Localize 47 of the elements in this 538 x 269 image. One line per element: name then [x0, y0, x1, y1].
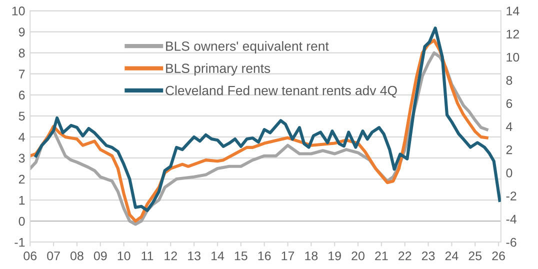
y-tick-label: -1: [14, 238, 25, 247]
x-tick-label: 16: [258, 251, 271, 260]
y2-tick-label: -4: [506, 214, 516, 224]
x-tick-label: 21: [375, 251, 388, 260]
y2-tick-label: -2: [506, 192, 516, 200]
y-tick-label: 7: [18, 70, 25, 78]
y2-tick-label: 12: [506, 30, 520, 38]
x-tick-label: 17: [282, 252, 294, 260]
x-tick-label: 25: [468, 251, 482, 260]
x-tick-label: 15: [234, 252, 248, 260]
x-tick-label: 22: [398, 251, 412, 260]
x-tick-label: 20: [352, 251, 364, 260]
y-tick-label: 2: [18, 174, 25, 184]
x-tick-label: 23: [422, 251, 435, 260]
x-tick-label: 11: [142, 252, 154, 260]
y2-tick-label: 8: [506, 76, 512, 85]
y2-tick-label: 14: [506, 6, 520, 16]
y2-tick-label: 6: [506, 99, 512, 108]
x-tick-label: 19: [328, 251, 341, 260]
x-tick-label: 24: [445, 251, 458, 260]
y-tick-label: 9: [18, 28, 25, 36]
y-tick-label: 0: [18, 216, 25, 226]
y-tick-label: 5: [18, 112, 25, 121]
y2-tick-label: 2: [506, 145, 512, 154]
y-tick-label: 8: [18, 48, 25, 58]
x-tick-label: 13: [188, 251, 200, 260]
y2-tick-label: -6: [506, 238, 516, 247]
x-tick-label: 07: [47, 251, 60, 260]
x-tick-label: 06: [24, 251, 37, 260]
y-tick-label: 6: [18, 90, 25, 100]
x-tick-label: 09: [94, 251, 107, 260]
y-tick-label: 3: [18, 154, 25, 163]
x-tick-label: 14: [211, 252, 224, 260]
y-tick-label: 4: [18, 132, 25, 142]
legend-label: Cleveland Fed new tenant rents adv 4Q: [166, 86, 397, 98]
x-tick-label: 18: [305, 251, 318, 260]
x-tick-label: 26: [492, 251, 505, 260]
y-tick-label: 1: [19, 196, 25, 205]
legend-label: BLS owners' equivalent rent: [166, 41, 329, 54]
x-tick-label: 10: [118, 251, 130, 260]
y-tick-label: 10: [12, 6, 25, 16]
y2-tick-label: 0: [506, 168, 512, 178]
y2-tick-label: 4: [506, 122, 512, 131]
x-tick-label: 12: [164, 251, 177, 260]
y2-tick-label: 10: [506, 52, 520, 62]
x-tick-label: 08: [70, 251, 84, 260]
legend-label: BLS primary rents: [166, 63, 270, 76]
